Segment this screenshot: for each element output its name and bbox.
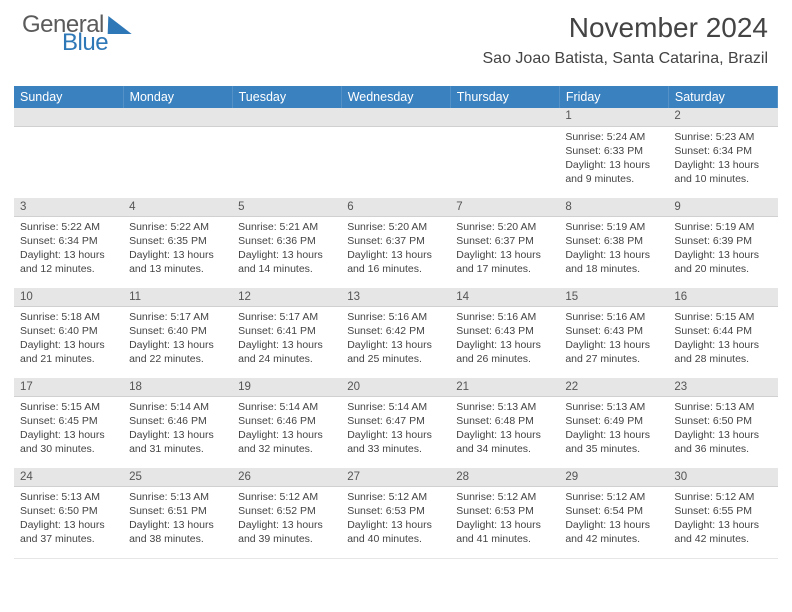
day-number: 19 [232,378,341,396]
day-content: Sunrise: 5:24 AMSunset: 6:33 PMDaylight:… [559,126,668,198]
weekday-header: Sunday [14,86,123,108]
day-number: 12 [232,288,341,306]
logo-text-blue: Blue [62,32,132,54]
day-content: Sunrise: 5:17 AMSunset: 6:40 PMDaylight:… [123,306,232,378]
day-number [123,108,232,126]
day-content: Sunrise: 5:13 AMSunset: 6:48 PMDaylight:… [450,396,559,468]
logo: General Blue [22,14,132,53]
day-content-row: Sunrise: 5:18 AMSunset: 6:40 PMDaylight:… [14,306,778,378]
day-number: 28 [450,468,559,486]
weekday-header: Friday [559,86,668,108]
day-content: Sunrise: 5:14 AMSunset: 6:46 PMDaylight:… [123,396,232,468]
day-number: 10 [14,288,123,306]
weekday-header: Monday [123,86,232,108]
day-number: 29 [559,468,668,486]
day-content: Sunrise: 5:12 AMSunset: 6:55 PMDaylight:… [668,486,777,558]
day-content: Sunrise: 5:13 AMSunset: 6:49 PMDaylight:… [559,396,668,468]
day-number: 18 [123,378,232,396]
day-number [341,108,450,126]
day-number: 9 [668,198,777,216]
page-title: November 2024 [483,12,769,44]
day-number: 1 [559,108,668,126]
day-number: 11 [123,288,232,306]
day-content: Sunrise: 5:21 AMSunset: 6:36 PMDaylight:… [232,216,341,288]
weekday-header-row: Sunday Monday Tuesday Wednesday Thursday… [14,86,778,108]
day-number [450,108,559,126]
day-content: Sunrise: 5:22 AMSunset: 6:34 PMDaylight:… [14,216,123,288]
day-content: Sunrise: 5:13 AMSunset: 6:50 PMDaylight:… [14,486,123,558]
day-content: Sunrise: 5:14 AMSunset: 6:46 PMDaylight:… [232,396,341,468]
day-number: 6 [341,198,450,216]
day-content-row: Sunrise: 5:13 AMSunset: 6:50 PMDaylight:… [14,486,778,558]
weekday-header: Wednesday [341,86,450,108]
day-content: Sunrise: 5:20 AMSunset: 6:37 PMDaylight:… [450,216,559,288]
day-content [450,126,559,198]
day-number: 14 [450,288,559,306]
day-number: 4 [123,198,232,216]
day-content: Sunrise: 5:12 AMSunset: 6:52 PMDaylight:… [232,486,341,558]
day-number: 13 [341,288,450,306]
day-content: Sunrise: 5:17 AMSunset: 6:41 PMDaylight:… [232,306,341,378]
day-content: Sunrise: 5:16 AMSunset: 6:43 PMDaylight:… [450,306,559,378]
day-number [14,108,123,126]
day-content-row: Sunrise: 5:24 AMSunset: 6:33 PMDaylight:… [14,126,778,198]
day-number: 7 [450,198,559,216]
day-content [14,126,123,198]
day-content: Sunrise: 5:23 AMSunset: 6:34 PMDaylight:… [668,126,777,198]
day-number: 3 [14,198,123,216]
day-content: Sunrise: 5:13 AMSunset: 6:50 PMDaylight:… [668,396,777,468]
day-content: Sunrise: 5:14 AMSunset: 6:47 PMDaylight:… [341,396,450,468]
day-content-row: Sunrise: 5:15 AMSunset: 6:45 PMDaylight:… [14,396,778,468]
day-number: 27 [341,468,450,486]
day-number: 17 [14,378,123,396]
sail-icon [108,16,133,34]
day-number: 16 [668,288,777,306]
day-content: Sunrise: 5:12 AMSunset: 6:53 PMDaylight:… [450,486,559,558]
day-content [341,126,450,198]
weekday-header: Saturday [668,86,777,108]
day-number: 30 [668,468,777,486]
day-number-row: 24252627282930 [14,468,778,486]
day-number: 21 [450,378,559,396]
day-content: Sunrise: 5:12 AMSunset: 6:53 PMDaylight:… [341,486,450,558]
day-number: 23 [668,378,777,396]
day-content: Sunrise: 5:12 AMSunset: 6:54 PMDaylight:… [559,486,668,558]
day-number: 15 [559,288,668,306]
day-number: 20 [341,378,450,396]
day-number-row: 17181920212223 [14,378,778,396]
day-content: Sunrise: 5:22 AMSunset: 6:35 PMDaylight:… [123,216,232,288]
day-number: 22 [559,378,668,396]
day-content: Sunrise: 5:19 AMSunset: 6:39 PMDaylight:… [668,216,777,288]
day-content: Sunrise: 5:16 AMSunset: 6:42 PMDaylight:… [341,306,450,378]
day-number: 2 [668,108,777,126]
day-content: Sunrise: 5:15 AMSunset: 6:44 PMDaylight:… [668,306,777,378]
day-content [123,126,232,198]
day-number: 8 [559,198,668,216]
header: November 2024 Sao Joao Batista, Santa Ca… [483,12,769,68]
day-content: Sunrise: 5:19 AMSunset: 6:38 PMDaylight:… [559,216,668,288]
day-number-row: 12 [14,108,778,126]
day-number: 25 [123,468,232,486]
day-number-row: 3456789 [14,198,778,216]
day-number: 5 [232,198,341,216]
day-number-row: 10111213141516 [14,288,778,306]
day-content: Sunrise: 5:15 AMSunset: 6:45 PMDaylight:… [14,396,123,468]
day-content [232,126,341,198]
weekday-header: Tuesday [232,86,341,108]
page-subtitle: Sao Joao Batista, Santa Catarina, Brazil [483,50,769,68]
day-content: Sunrise: 5:18 AMSunset: 6:40 PMDaylight:… [14,306,123,378]
day-content: Sunrise: 5:13 AMSunset: 6:51 PMDaylight:… [123,486,232,558]
day-content: Sunrise: 5:20 AMSunset: 6:37 PMDaylight:… [341,216,450,288]
day-number [232,108,341,126]
day-content-row: Sunrise: 5:22 AMSunset: 6:34 PMDaylight:… [14,216,778,288]
day-content: Sunrise: 5:16 AMSunset: 6:43 PMDaylight:… [559,306,668,378]
calendar-table: Sunday Monday Tuesday Wednesday Thursday… [14,86,778,559]
day-number: 24 [14,468,123,486]
weekday-header: Thursday [450,86,559,108]
day-number: 26 [232,468,341,486]
calendar-body: 12Sunrise: 5:24 AMSunset: 6:33 PMDayligh… [14,108,778,558]
